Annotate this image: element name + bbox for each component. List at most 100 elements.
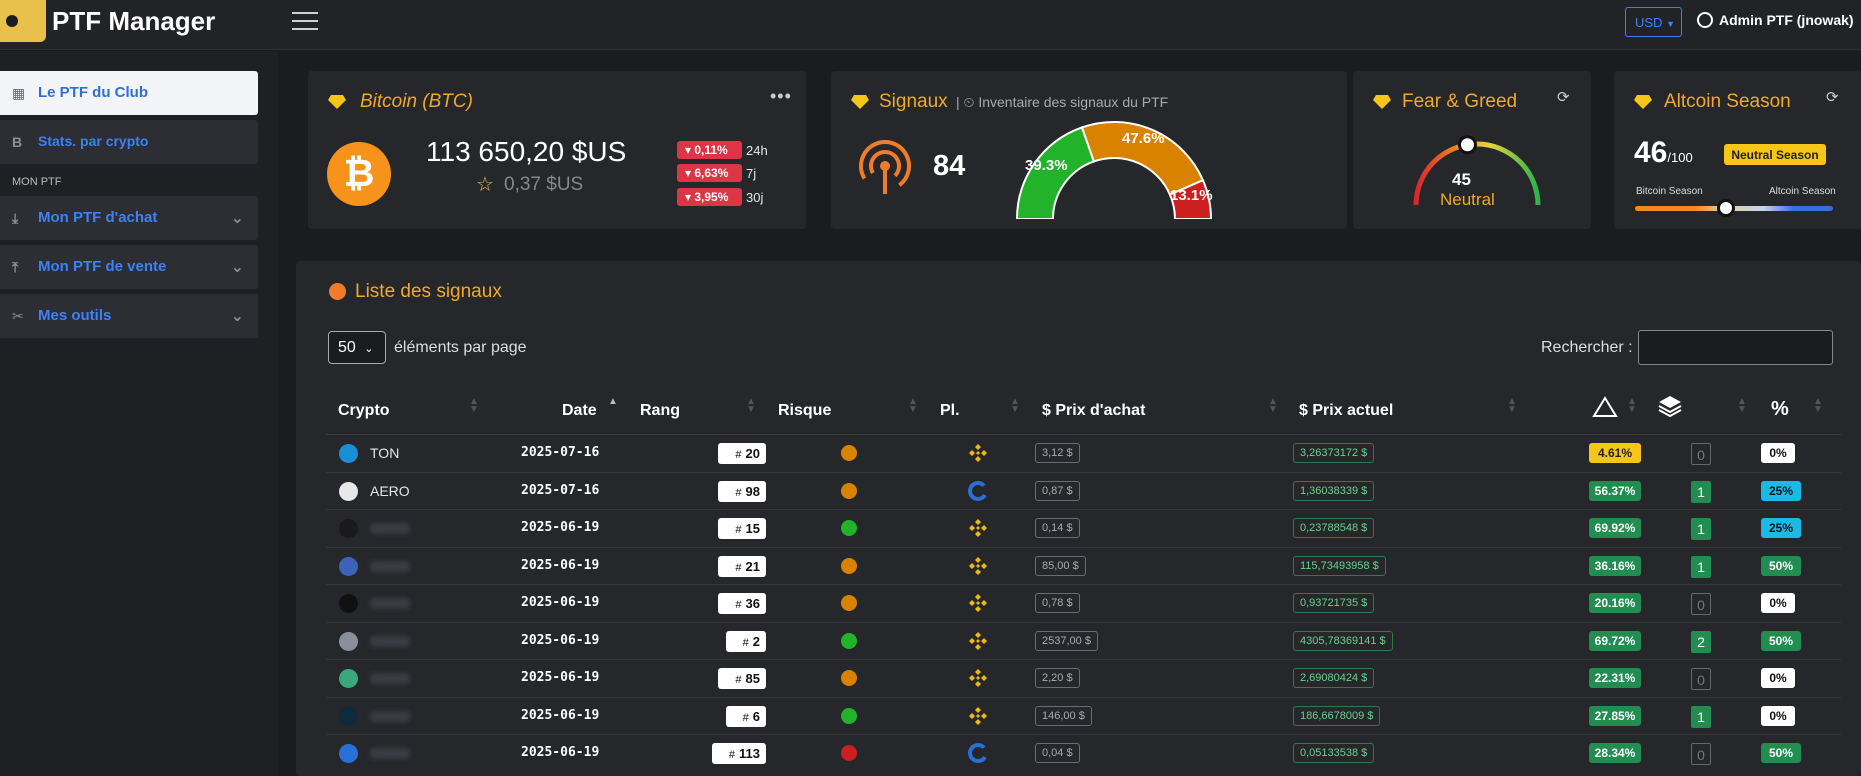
sidebar-item-ptf-vente[interactable]: ⤒ Mon PTF de vente ⌄ (0, 245, 258, 289)
col-header-current-price[interactable]: $ Prix actuel (1299, 402, 1394, 419)
sidebar-item-stats[interactable]: B Stats. par crypto (0, 120, 258, 164)
percent-badge: 0% (1761, 593, 1795, 613)
diamond-icon (1634, 95, 1652, 109)
sidebar-item-label: Mon PTF de vente (38, 258, 167, 275)
search-input[interactable] (1638, 330, 1833, 365)
current-price: 2,69080424 $ (1293, 668, 1375, 688)
sidebar-item-label: Le PTF du Club (38, 84, 148, 101)
percent-badge: 0% (1761, 668, 1795, 688)
hash-icon: # (728, 749, 736, 761)
bitcoin-card-title: Bitcoin (BTC) (360, 91, 473, 112)
col-header-risque[interactable]: Risque (778, 402, 832, 419)
top-bar: PTF Manager USD ▼ Admin PTF (jnowak) (0, 0, 1861, 50)
col-header-platform[interactable]: Pl. (940, 402, 960, 419)
sort-icon[interactable]: ▲ ▼ (746, 396, 756, 415)
col-header-rang[interactable]: Rang (640, 402, 680, 419)
col-header-buy-price[interactable]: $ Prix d'achat (1042, 402, 1146, 419)
sort-icon[interactable]: ▲ ▼ (1268, 396, 1278, 415)
fear-greed-value: 45 (1452, 170, 1471, 189)
hash-icon: # (735, 524, 742, 536)
signals-card-title: Signaux (879, 91, 948, 112)
sort-icon[interactable]: ▲ ▼ (1813, 396, 1823, 415)
change-badge-30j: ▾ 3,95% (677, 188, 742, 206)
crypto-icon (339, 706, 358, 726)
rank-value: 98 (745, 483, 760, 499)
rank-badge: #20 (718, 443, 766, 464)
row-divider (326, 509, 1841, 510)
btc-price: 113 650,20 $US (426, 136, 627, 167)
altcoin-score: 46 (1634, 136, 1668, 169)
current-price: 0,93721735 $ (1293, 593, 1375, 613)
gain-badge: 27.85% (1589, 705, 1641, 726)
risk-indicator (841, 520, 857, 536)
signal-count: 0 (1691, 668, 1711, 690)
search-label: Rechercher : (1541, 339, 1633, 356)
gain-badge: 22.31% (1589, 668, 1641, 688)
binance-icon (968, 706, 988, 726)
change-value: 3,95% (694, 190, 729, 204)
sort-icon[interactable]: ▲ ▼ (1010, 396, 1020, 415)
refresh-icon[interactable]: ⟳ (1557, 89, 1570, 106)
current-price: 186,6678009 $ (1293, 705, 1381, 726)
crypto-name-blurred (370, 635, 410, 647)
change-period: 24h (746, 143, 768, 158)
sidebar-item-ptf-achat[interactable]: ⤓ Mon PTF d'achat ⌄ (0, 196, 258, 240)
crypto-name[interactable]: AERO (370, 482, 410, 499)
col-header-percent[interactable]: % (1771, 398, 1789, 420)
refresh-icon[interactable]: ⟳ (1826, 89, 1839, 106)
current-price: 4305,78369141 $ (1293, 630, 1393, 651)
sort-icon[interactable]: ▲ ▼ (1627, 396, 1637, 415)
layers-icon[interactable] (1657, 394, 1683, 418)
more-options-icon[interactable]: ••• (770, 86, 792, 106)
user-icon (1697, 12, 1713, 28)
chevron-down-icon: ⌄ (230, 210, 244, 227)
sort-asc-icon[interactable]: ▲ (608, 396, 618, 407)
chevron-down-icon: ⌄ (364, 343, 374, 355)
diamond-icon (1373, 95, 1391, 109)
sort-icon[interactable]: ▲ ▼ (469, 396, 479, 415)
menu-toggle-icon[interactable] (292, 12, 318, 34)
user-menu[interactable]: Admin PTF (jnowak) (1697, 12, 1854, 28)
binance-icon (968, 518, 988, 538)
percent-badge: 0% (1761, 705, 1795, 726)
rank-badge: #6 (726, 705, 766, 727)
col-header-date[interactable]: Date (562, 402, 597, 419)
signal-date: 2025-06-19 (521, 557, 600, 573)
altcoin-season-title: Altcoin Season (1664, 91, 1791, 112)
current-price: 0,05133538 $ (1293, 743, 1375, 763)
currency-select[interactable]: USD ▼ (1625, 7, 1682, 37)
signals-count: 84 (933, 150, 966, 182)
chevron-down-icon: ⌄ (230, 259, 244, 276)
row-divider (326, 696, 1841, 698)
header-divider (326, 434, 1841, 435)
sidebar-item-label: Mon PTF d'achat (38, 209, 158, 226)
hash-icon: # (735, 561, 742, 574)
rank-badge: #2 (726, 630, 766, 652)
star-icon[interactable]: ☆ (476, 174, 494, 196)
hash-icon: # (735, 486, 742, 499)
current-price: 1,36038339 $ (1293, 480, 1375, 501)
crypto-name-blurred (370, 748, 410, 759)
sidebar-item-ptf-club[interactable]: ▦ Le PTF du Club (0, 71, 258, 115)
buy-price: 85,00 $ (1035, 555, 1086, 576)
hash-icon: # (742, 636, 749, 649)
sidebar-item-outils[interactable]: ✂ Mes outils ⌄ (0, 294, 258, 338)
change-badge-7j: ▾ 6,63% (677, 164, 742, 182)
page-size-select[interactable]: 50 ⌄ (328, 331, 386, 364)
coinbase-icon (968, 743, 988, 763)
altcoin-max: /100 (1667, 150, 1693, 165)
row-divider (326, 546, 1841, 548)
hash-icon: # (735, 599, 742, 611)
crypto-name-blurred (370, 560, 410, 572)
delta-icon[interactable] (1592, 396, 1618, 418)
sort-icon[interactable]: ▲ ▼ (1737, 396, 1747, 415)
col-header-crypto[interactable]: Crypto (338, 402, 390, 419)
rank-badge: #113 (712, 743, 766, 764)
rank-badge: #85 (718, 668, 766, 689)
clock-icon: ⏲ (963, 94, 975, 110)
sort-icon[interactable]: ▲ ▼ (1507, 396, 1517, 415)
crypto-name[interactable]: TON (370, 445, 400, 461)
sort-icon[interactable]: ▲ ▼ (908, 396, 918, 415)
risk-indicator (841, 445, 857, 461)
rank-value: 6 (752, 708, 760, 724)
